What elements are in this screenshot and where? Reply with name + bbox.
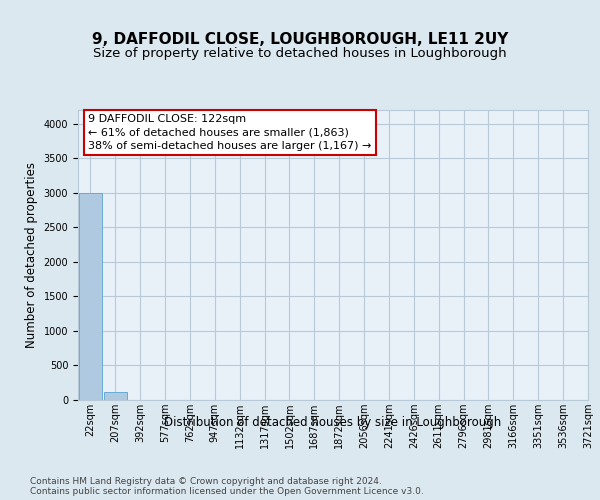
Text: Contains HM Land Registry data © Crown copyright and database right 2024.: Contains HM Land Registry data © Crown c… — [30, 476, 382, 486]
Text: 9, DAFFODIL CLOSE, LOUGHBOROUGH, LE11 2UY: 9, DAFFODIL CLOSE, LOUGHBOROUGH, LE11 2U… — [92, 32, 508, 48]
Y-axis label: Number of detached properties: Number of detached properties — [25, 162, 38, 348]
Text: Size of property relative to detached houses in Loughborough: Size of property relative to detached ho… — [93, 47, 507, 60]
Text: 9 DAFFODIL CLOSE: 122sqm
← 61% of detached houses are smaller (1,863)
38% of sem: 9 DAFFODIL CLOSE: 122sqm ← 61% of detach… — [88, 114, 371, 151]
Text: Distribution of detached houses by size in Loughborough: Distribution of detached houses by size … — [164, 416, 502, 429]
Bar — [79, 193, 101, 400]
Bar — [104, 392, 127, 400]
Text: Contains public sector information licensed under the Open Government Licence v3: Contains public sector information licen… — [30, 486, 424, 496]
